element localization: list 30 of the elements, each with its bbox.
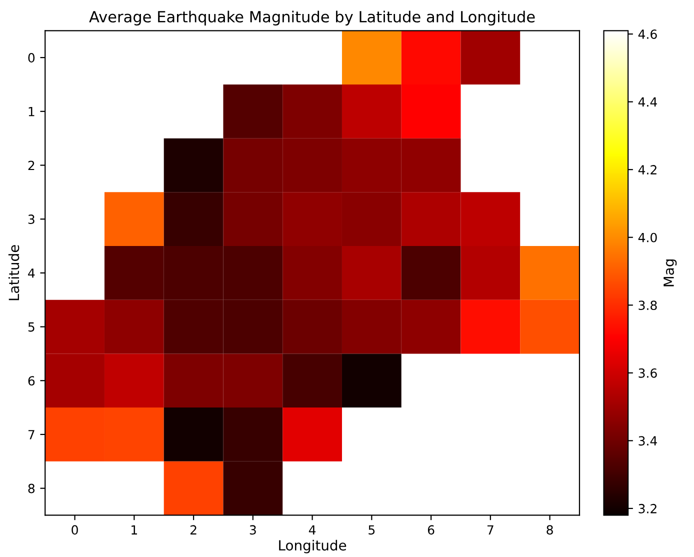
color-bar-title: Mag <box>664 260 677 286</box>
color-bar-label: 4.0 <box>638 232 657 242</box>
y-tick-label: 1 <box>28 107 34 116</box>
color-bar-label: 3.4 <box>638 436 657 446</box>
y-axis-title: Latitude <box>8 245 20 300</box>
color-bar-label: 4.6 <box>638 29 657 39</box>
x-tick-label: 1 <box>132 525 137 534</box>
y-tick-label: 8 <box>28 484 35 494</box>
color-bar-label: 3.6 <box>638 368 657 378</box>
color-bar-label: 3.2 <box>638 504 656 514</box>
color-bar-label: 4.4 <box>638 97 657 107</box>
y-tick-label: 4 <box>28 268 35 278</box>
y-tick-label: 2 <box>28 160 34 170</box>
x-tick-label: 0 <box>72 525 78 535</box>
x-tick-label: 4 <box>308 525 316 534</box>
x-tick-label: 6 <box>428 525 434 535</box>
x-tick-label: 5 <box>368 525 375 535</box>
y-tick-label: 0 <box>28 53 35 62</box>
color-bar-label: 3.8 <box>638 300 657 310</box>
y-tick-label: 3 <box>28 214 34 224</box>
x-tick-label: 7 <box>487 525 494 534</box>
chart-title: Average Earthquake Magnitude by Latitude and Longitude <box>89 10 535 26</box>
x-tick-label: 8 <box>546 525 553 535</box>
x-tick-label: 2 <box>190 525 196 534</box>
y-tick-label: 7 <box>28 430 34 440</box>
color-bar-label: 4.2 <box>638 165 656 174</box>
x-tick-label: 3 <box>250 525 256 535</box>
y-tick-label: 6 <box>28 376 35 386</box>
x-axis-title: Longitude <box>279 540 346 554</box>
y-tick-label: 5 <box>28 322 34 332</box>
